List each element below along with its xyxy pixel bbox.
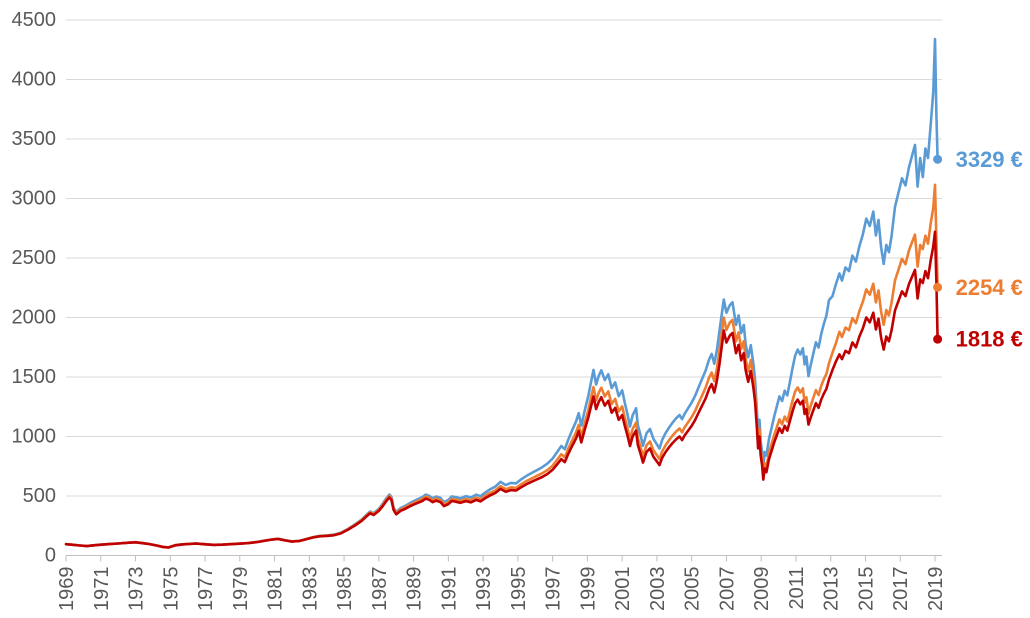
- x-tick-label: 2005: [682, 567, 704, 612]
- x-tick-label: 1997: [543, 567, 565, 612]
- x-tick-label: 1989: [404, 567, 426, 612]
- x-tick-label: 1985: [334, 567, 356, 612]
- y-tick-label: 0: [45, 545, 56, 567]
- end-marker-blue: [933, 154, 943, 164]
- x-tick-label: 1983: [299, 567, 321, 612]
- y-tick-label: 3500: [12, 128, 57, 150]
- x-tick-label: 1995: [508, 567, 530, 612]
- y-tick-label: 2500: [12, 247, 57, 269]
- x-tick-label: 1977: [195, 567, 217, 612]
- x-tick-label: 1973: [126, 567, 148, 612]
- y-tick-label: 500: [23, 485, 56, 507]
- x-tick-label: 1979: [230, 567, 252, 612]
- x-tick-label: 1969: [56, 567, 78, 612]
- x-tick-label: 2013: [821, 567, 843, 612]
- y-tick-label: 4000: [12, 69, 57, 91]
- x-tick-label: 1971: [91, 567, 113, 612]
- series-line-red: [64, 230, 939, 549]
- y-tick-label: 3000: [12, 188, 57, 210]
- y-tick-label: 1500: [12, 366, 57, 388]
- x-tick-label: 2007: [716, 567, 738, 612]
- x-tick-label: 2003: [647, 567, 669, 612]
- x-tick-label: 2001: [612, 567, 634, 612]
- x-tick-label: 1981: [265, 567, 287, 612]
- end-label-blue: 3329 €: [956, 147, 1023, 172]
- x-tick-label: 1987: [369, 567, 391, 612]
- x-tick-label: 2019: [925, 567, 947, 612]
- y-tick-label: 1000: [12, 426, 57, 448]
- y-tick-label: 4500: [12, 9, 57, 31]
- end-label-red: 1818 €: [956, 327, 1023, 352]
- end-marker-red: [933, 334, 943, 344]
- y-tick-label: 2000: [12, 307, 57, 329]
- end-label-orange: 2254 €: [956, 275, 1023, 300]
- x-tick-label: 1975: [160, 567, 182, 612]
- x-tick-label: 2017: [890, 567, 912, 612]
- x-tick-label: 1993: [473, 567, 495, 612]
- x-tick-label: 2015: [855, 567, 877, 612]
- x-tick-label: 1991: [438, 567, 460, 612]
- x-tick-label: 2011: [786, 567, 808, 610]
- series-line-blue: [64, 37, 939, 549]
- x-tick-label: 1999: [577, 567, 599, 612]
- x-tick-label: 2009: [751, 567, 773, 612]
- end-marker-orange: [933, 282, 943, 292]
